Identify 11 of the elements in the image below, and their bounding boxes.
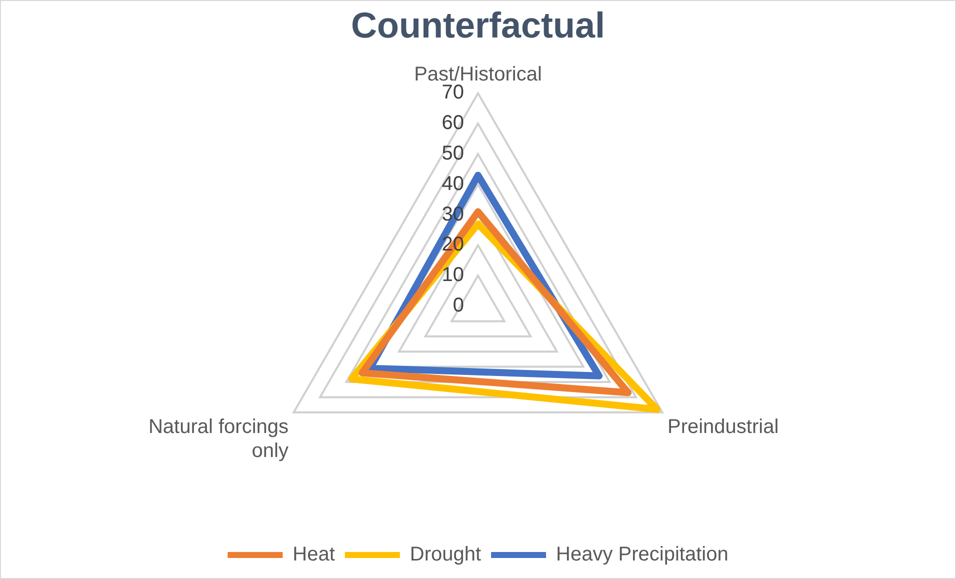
y-tick-label: 60 bbox=[442, 112, 464, 134]
y-tick-label: 0 bbox=[452, 294, 464, 317]
y-tick-label: 50 bbox=[442, 142, 464, 165]
spoke-label: Preindustrial bbox=[667, 416, 779, 438]
legend-label: Heat bbox=[292, 544, 336, 566]
spoke-label: Natural forcings only bbox=[148, 416, 289, 462]
y-tick-label: 10 bbox=[442, 264, 464, 286]
y-tick-label: 40 bbox=[442, 172, 464, 195]
legend-label: Heavy Precipitation bbox=[556, 544, 728, 566]
legend-label: Drought bbox=[410, 544, 482, 566]
chart-title: Counterfactual bbox=[350, 4, 606, 46]
